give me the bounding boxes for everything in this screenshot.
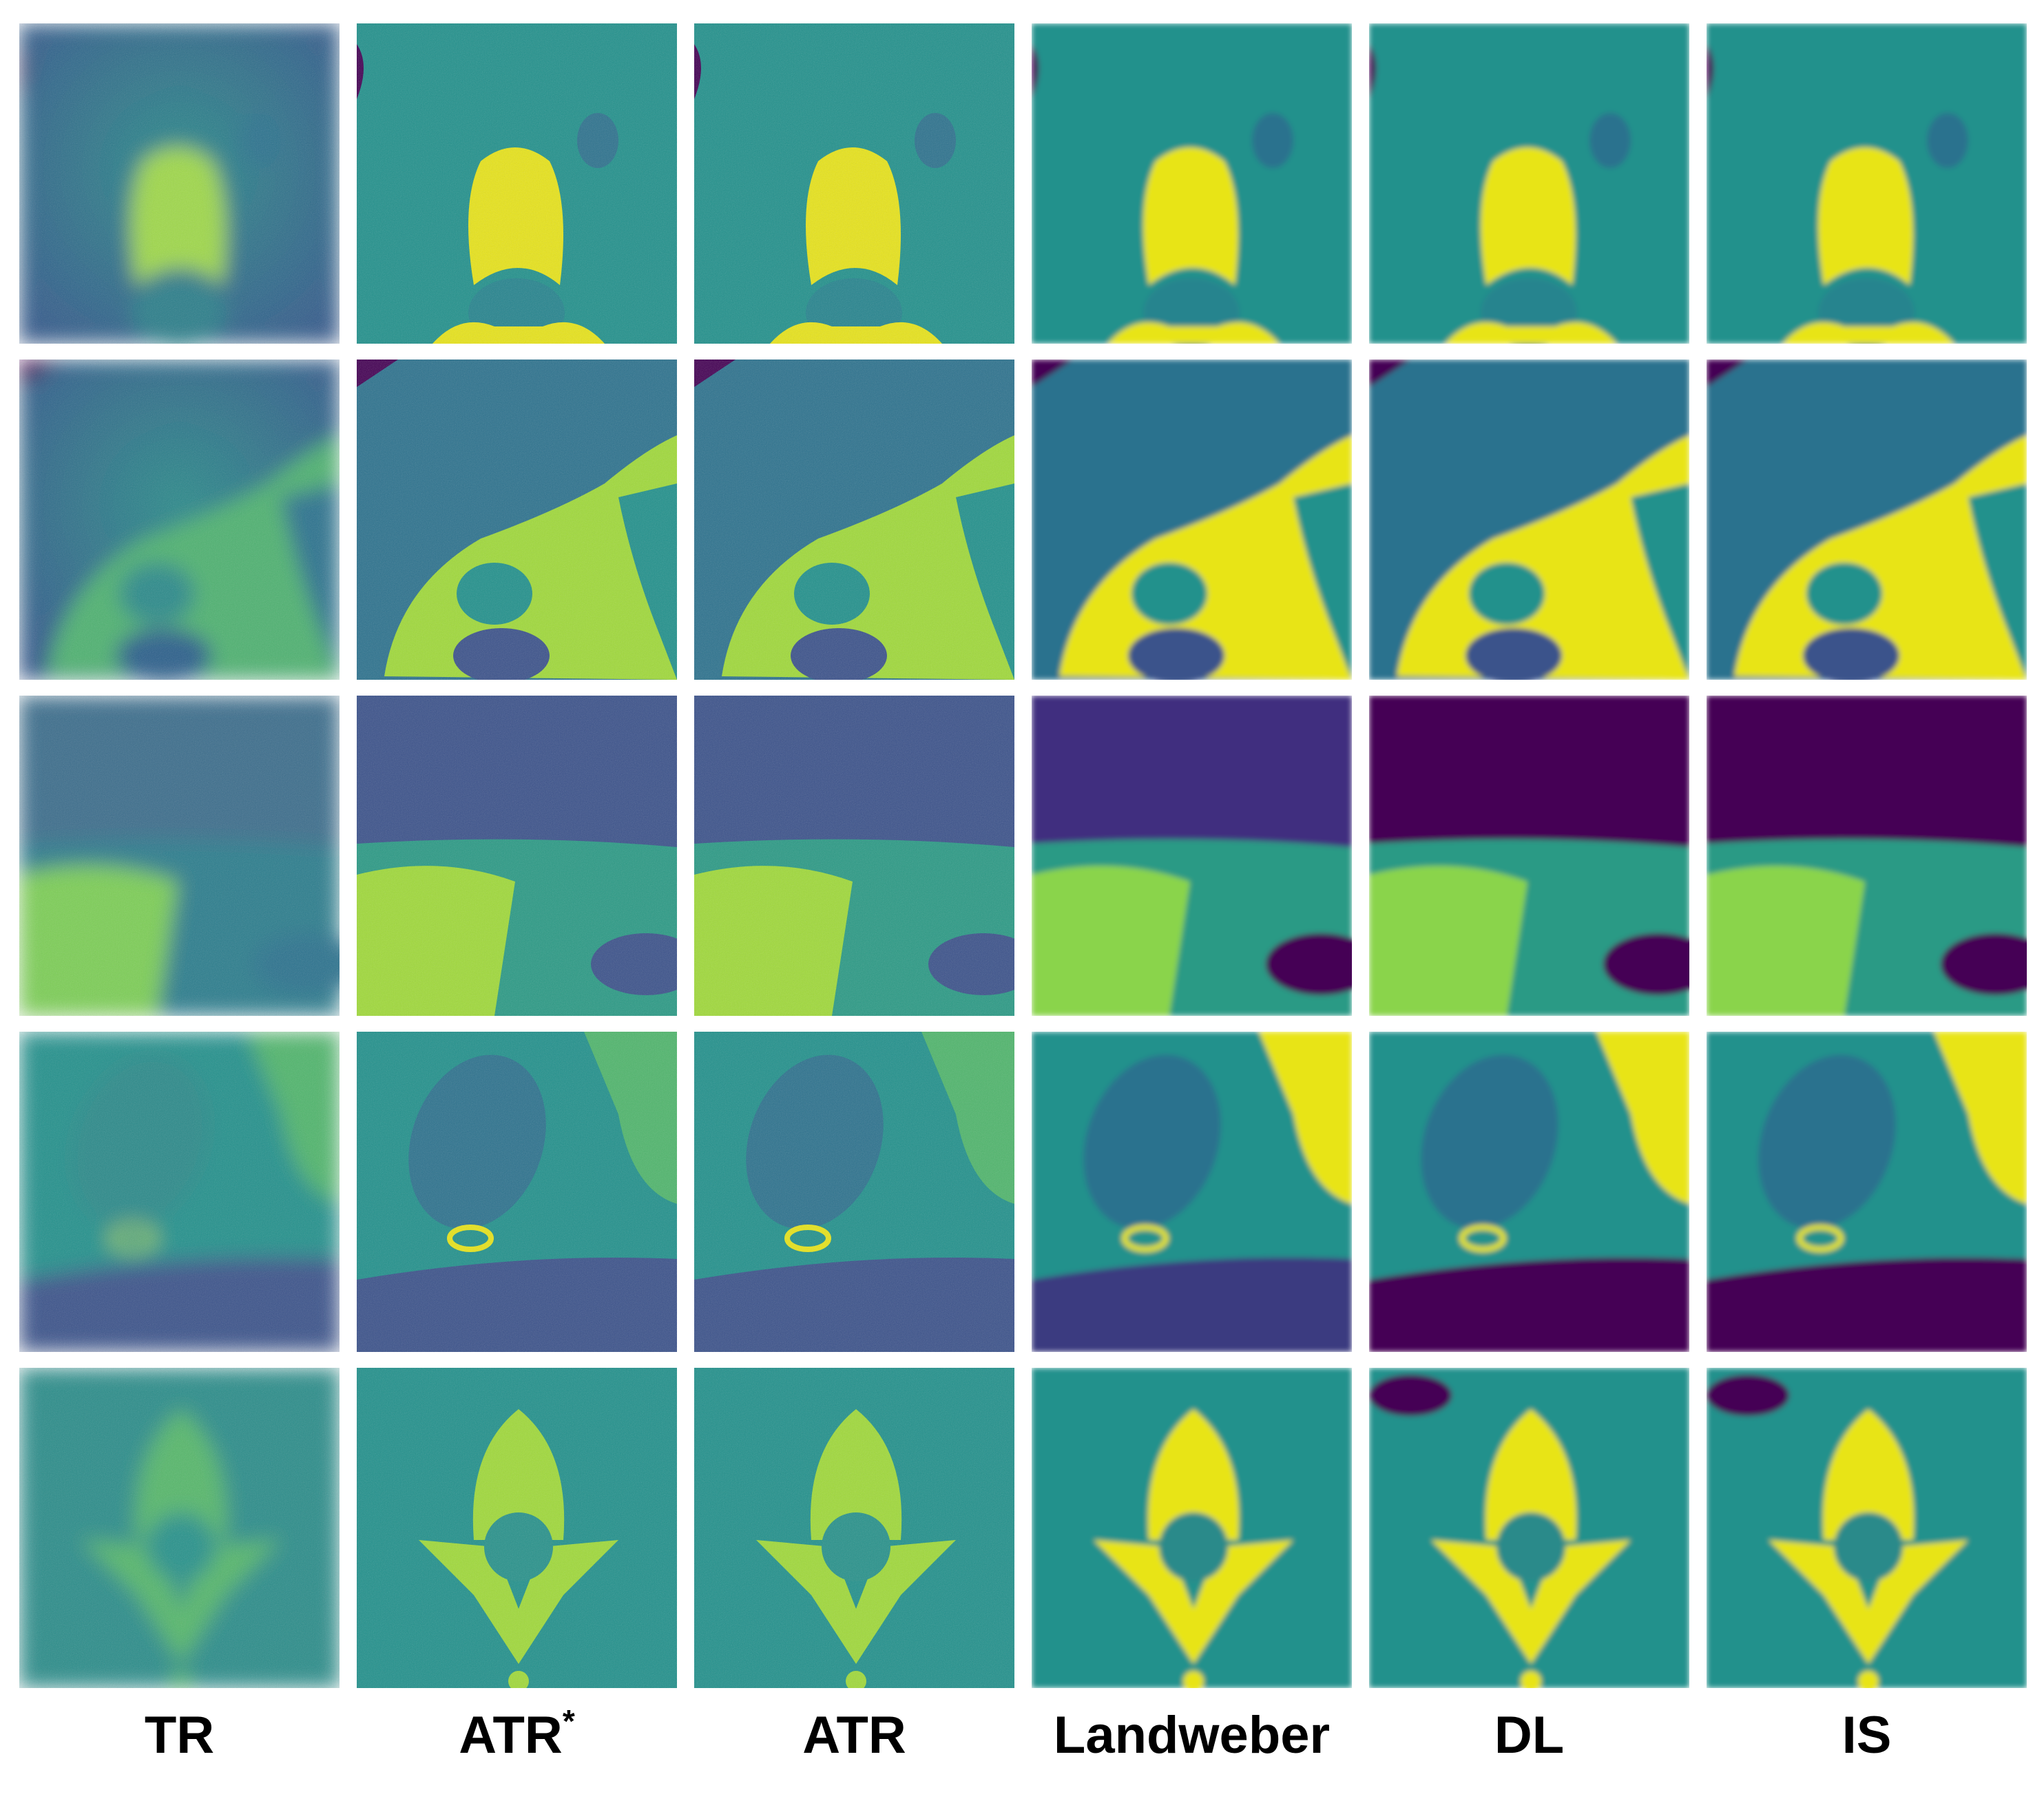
ct-slice: [357, 696, 677, 1016]
column-labels: TR ATR* ATR Landweber DL IS: [145, 1703, 1892, 1764]
ct-slice: [19, 360, 340, 680]
ct-slice: [19, 1032, 340, 1352]
ct-slice: [1707, 360, 2027, 680]
ct-slice: [694, 1032, 1014, 1352]
column-label: Landweber: [1054, 1706, 1330, 1764]
ct-slice: [1032, 1368, 1352, 1688]
image-grid: [19, 23, 2027, 1688]
ct-slice: [694, 23, 1014, 344]
ct-slice: [1369, 696, 1689, 1016]
column-label-text: TR: [145, 1706, 214, 1764]
column-label: ATR*: [459, 1703, 575, 1764]
ct-slice: [1032, 23, 1352, 344]
ct-slice: [1369, 1368, 1689, 1688]
column-label-superscript: *: [563, 1703, 575, 1739]
ct-slice: [694, 1368, 1014, 1688]
ct-slice: [357, 23, 677, 344]
ct-slice: [357, 1368, 677, 1688]
ct-slice: [1369, 360, 1689, 680]
ct-slice: [1032, 696, 1352, 1016]
column-label-text: IS: [1842, 1706, 1892, 1764]
ct-slice: [1369, 1032, 1689, 1352]
ct-slice: [694, 696, 1014, 1016]
ct-slice: [1707, 1368, 2027, 1688]
ct-slice: [19, 23, 340, 344]
ct-slice: [1707, 1032, 2027, 1352]
column-label-text: ATR: [459, 1706, 563, 1764]
ct-slice: [1032, 360, 1352, 680]
ct-slice: [19, 696, 340, 1016]
column-label: DL: [1494, 1706, 1564, 1764]
ct-slice: [1369, 23, 1689, 344]
column-label-text: Landweber: [1054, 1706, 1330, 1764]
ct-slice: [19, 1368, 340, 1688]
ct-slice: [1032, 1032, 1352, 1352]
ct-slice: [357, 360, 677, 680]
column-label: ATR: [802, 1706, 906, 1764]
column-label: IS: [1842, 1706, 1892, 1764]
ct-slice: [357, 1032, 677, 1352]
column-label-text: ATR: [802, 1706, 906, 1764]
column-label-text: DL: [1494, 1706, 1564, 1764]
ct-slice: [1707, 696, 2027, 1016]
ct-slice: [1707, 23, 2027, 344]
ct-slice: [694, 360, 1014, 680]
column-label: TR: [145, 1706, 214, 1764]
